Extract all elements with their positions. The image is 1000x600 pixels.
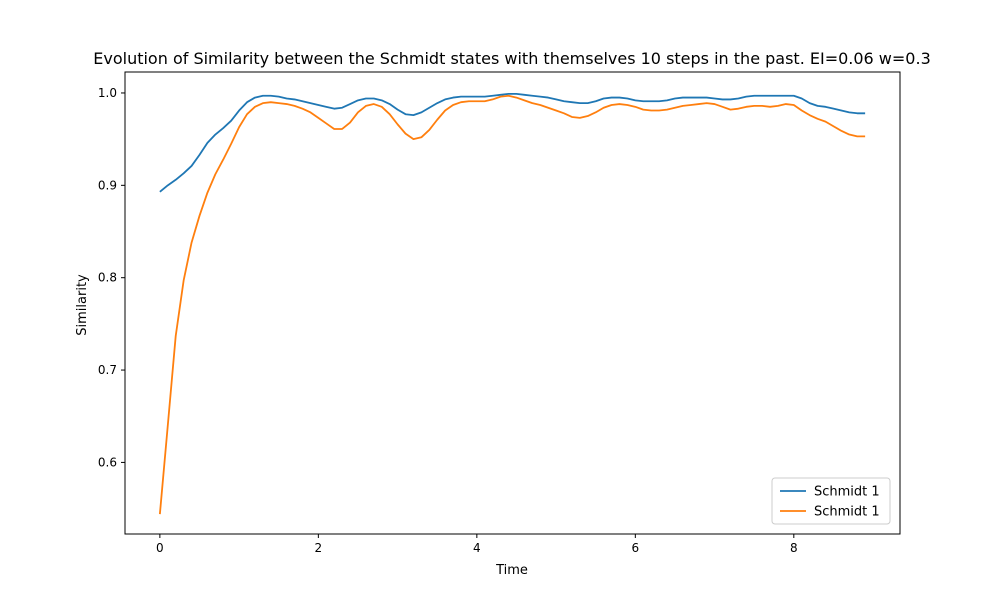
x-tick-label: 4 [473, 541, 481, 555]
series-line-1 [159, 92, 866, 193]
series-line-2 [158, 94, 866, 515]
chart-title: Evolution of Similarity between the Schm… [93, 49, 931, 68]
y-tick-label: 0.7 [98, 363, 117, 377]
x-tick-label: 0 [156, 541, 164, 555]
axes-frame [124, 71, 901, 535]
y-tick-label: 1.0 [98, 86, 117, 100]
legend: Schmidt 1 Schmidt 1 [771, 477, 891, 525]
legend-box [771, 477, 891, 525]
y-tick-label: 0.8 [98, 271, 117, 285]
x-axis-label: Time [495, 563, 528, 578]
x-tick-label: 8 [790, 541, 798, 555]
y-tick-label: 0.6 [98, 455, 117, 469]
x-tick-label: 6 [632, 541, 640, 555]
legend-label-2: Schmidt 1 [814, 505, 880, 520]
legend-label-1: Schmidt 1 [814, 485, 880, 500]
y-axis-label: Similarity [75, 274, 90, 336]
plot-area: 0 2 4 6 8 0.6 0.7 0.8 0.9 1.0 [98, 71, 901, 555]
y-tick-label: 0.9 [98, 178, 117, 192]
x-tick-label: 2 [315, 541, 323, 555]
